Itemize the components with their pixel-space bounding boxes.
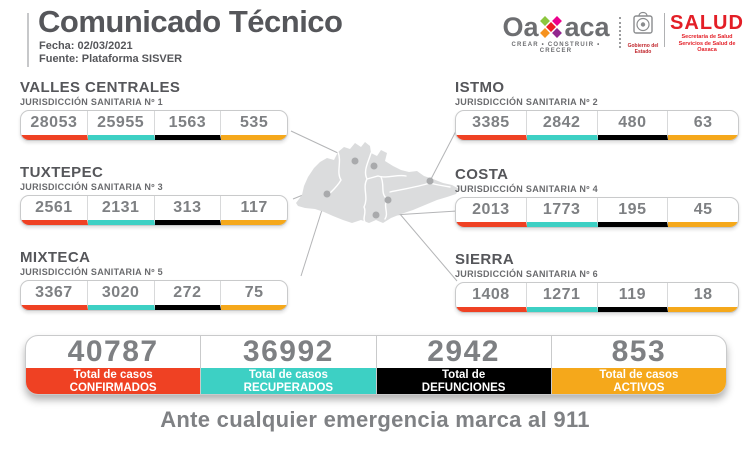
region-valles-centrales: VALLES CENTRALES JURISDICCIÓN SANITARIA …	[20, 79, 288, 141]
total-recovered-value: 36992	[242, 335, 334, 368]
salud-subtitle-1: Secretaría de Salud	[681, 34, 733, 40]
label-line-1: Total de casos	[248, 369, 328, 381]
stat-deaths: 1563	[154, 111, 222, 140]
region-subtitle: JURISDICCIÓN SANITARIA Nº 6	[455, 269, 598, 279]
region-name: TUXTEPEC	[20, 164, 104, 181]
gobierno-del-estado-crest: Gobierno del Estado	[627, 11, 659, 55]
label-line-2: CONFIRMADOS	[69, 381, 157, 394]
stat-confirmed: 1408	[456, 283, 527, 312]
stat-active: 45	[668, 198, 738, 227]
oaxaca-x-diamonds-icon	[540, 16, 563, 38]
total-active-value: 853	[611, 335, 667, 368]
region-name: COSTA	[455, 166, 509, 183]
stat-confirmed: 2561	[21, 196, 88, 225]
solid-separator	[664, 13, 665, 47]
oaxaca-word-right: aca	[564, 12, 610, 42]
stat-recovered: 2842	[526, 111, 598, 140]
region-stats: 28053 25955 1563 535	[20, 110, 288, 141]
region-subtitle: JURISDICCIÓN SANITARIA Nº 1	[20, 97, 163, 107]
oaxaca-wordmark: Oa aca	[497, 12, 615, 42]
stat-active: 535	[221, 111, 287, 140]
total-confirmed-label: Total de casos CONFIRMADOS	[26, 368, 201, 394]
label-line-2: DEFUNCIONES	[421, 381, 506, 394]
stat-active: 117	[221, 196, 287, 225]
stat-deaths: 195	[597, 198, 669, 227]
total-confirmed: 40787 Total de casos CONFIRMADOS	[26, 335, 202, 394]
total-deaths-value: 2942	[427, 335, 500, 368]
region-sierra: SIERRA JURISDICCIÓN SANITARIA Nº 6 1408 …	[455, 251, 739, 313]
label-line-2: ACTIVOS	[613, 381, 665, 394]
stat-confirmed: 28053	[21, 111, 88, 140]
emergency-banner: Ante cualquier emergencia marca al 911	[160, 407, 590, 432]
region-subtitle: JURISDICCIÓN SANITARIA Nº 2	[455, 97, 598, 107]
salud-subtitle-2: Servicios de Salud de Oaxaca	[678, 40, 736, 54]
region-tuxtepec: TUXTEPEC JURISDICCIÓN SANITARIA Nº 3 256…	[20, 164, 288, 226]
salud-logo: SALUD Secretaría de Salud Servicios de S…	[669, 13, 745, 54]
label-line-1: Total de	[442, 369, 486, 381]
region-mixteca: MIXTECA JURISDICCIÓN SANITARIA Nº 5 3367…	[20, 249, 288, 311]
total-confirmed-value: 40787	[67, 335, 159, 368]
stat-deaths: 119	[597, 283, 669, 312]
total-recovered: 36992 Total de casos RECUPERADOS	[201, 335, 377, 394]
label-line-2: RECUPERADOS	[243, 381, 334, 394]
oaxaca-word-left: Oa	[502, 12, 539, 42]
region-subtitle: JURISDICCIÓN SANITARIA Nº 3	[20, 182, 163, 192]
region-istmo: ISTMO JURISDICCIÓN SANITARIA Nº 2 3385 2…	[455, 79, 739, 141]
stat-recovered: 1271	[526, 283, 598, 312]
oaxaca-tagline: CREAR • CONSTRUIR • CRECER	[511, 42, 601, 54]
stat-deaths: 272	[154, 281, 222, 310]
total-recovered-label: Total de casos RECUPERADOS	[201, 368, 376, 394]
region-name: VALLES CENTRALES	[20, 79, 181, 96]
stat-recovered: 2131	[87, 196, 155, 225]
stat-recovered: 1773	[526, 198, 598, 227]
oaxaca-logo: Oa aca CREAR • CONSTRUIR • CRECER	[497, 12, 615, 55]
region-subtitle: JURISDICCIÓN SANITARIA Nº 5	[20, 267, 163, 277]
stat-confirmed: 3385	[456, 111, 527, 140]
region-name: MIXTECA	[20, 249, 91, 266]
total-deaths-label: Total de DEFUNCIONES	[376, 368, 551, 394]
region-stats: 3367 3020 272 75	[20, 280, 288, 311]
totals-bar: 40787 Total de casos CONFIRMADOS 36992 T…	[25, 335, 727, 395]
region-name: SIERRA	[455, 251, 515, 268]
salud-title: SALUD	[670, 12, 744, 34]
label-line-1: Total de casos	[599, 369, 679, 381]
region-stats: 2561 2131 313 117	[20, 195, 288, 226]
stat-active: 18	[668, 283, 738, 312]
date-label: Fecha: 02/03/2021	[39, 40, 133, 52]
total-deaths: 2942 Total de DEFUNCIONES	[376, 335, 552, 394]
dotted-separator	[619, 17, 621, 48]
source-label: Fuente: Plataforma SISVER	[39, 52, 183, 65]
region-stats: 1408 1271 119 18	[455, 282, 739, 313]
stat-deaths: 480	[597, 111, 669, 140]
region-stats: 3385 2842 480 63	[455, 110, 739, 141]
stat-recovered: 3020	[87, 281, 155, 310]
stat-active: 75	[221, 281, 287, 310]
region-costa: COSTA JURISDICCIÓN SANITARIA Nº 4 2013 1…	[455, 166, 739, 228]
title-divider	[27, 13, 29, 67]
region-stats: 2013 1773 195 45	[455, 197, 739, 228]
region-name: ISTMO	[455, 79, 505, 96]
stat-deaths: 313	[154, 196, 222, 225]
stat-confirmed: 2013	[456, 198, 527, 227]
stat-active: 63	[668, 111, 738, 140]
stat-confirmed: 3367	[21, 281, 88, 310]
total-active: 853 Total de casos ACTIVOS	[551, 335, 726, 394]
stat-recovered: 25955	[87, 111, 155, 140]
crest-caption: Gobierno del Estado	[627, 43, 659, 55]
header-meta: Fecha: 02/03/2021 Fuente: Plataforma SIS…	[39, 40, 182, 65]
state-crest-icon	[633, 11, 653, 34]
page-title: Comunicado Técnico	[38, 4, 343, 39]
region-subtitle: JURISDICCIÓN SANITARIA Nº 4	[455, 184, 598, 194]
label-line-1: Total de casos	[73, 369, 153, 381]
total-active-label: Total de casos ACTIVOS	[551, 368, 726, 394]
